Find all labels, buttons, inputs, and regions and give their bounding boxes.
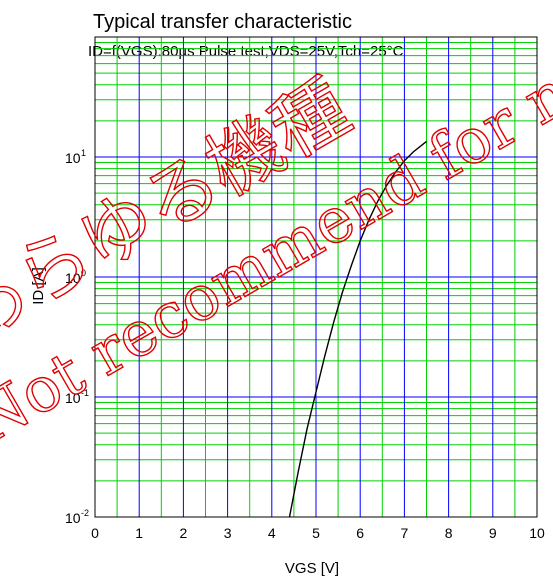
chart-title: Typical transfer characteristic [93, 11, 352, 33]
y-tick-exponent: -1 [81, 388, 89, 398]
y-tick-exponent: 0 [81, 268, 86, 278]
x-tick-label: 6 [356, 525, 364, 541]
x-tick-label: 2 [180, 525, 188, 541]
x-tick-label: 5 [312, 525, 320, 541]
x-tick-label: 1 [135, 525, 143, 541]
x-axis-label: VGS [V] [285, 560, 339, 577]
transfer-curve [288, 140, 427, 518]
y-tick-label: 10 [65, 510, 81, 526]
major-grid [95, 37, 537, 517]
y-axis-label: ID [A] [30, 267, 47, 305]
x-tick-label: 4 [268, 525, 276, 541]
x-tick-label: 10 [529, 525, 545, 541]
x-tick-label: 8 [445, 525, 453, 541]
x-tick-label: 0 [91, 525, 99, 541]
watermark: あらゆる機種 Not recommend for new design. [0, 0, 553, 459]
chart-subtitle: ID=f(VGS):80µs Pulse test,VDS=25V,Tch=25… [88, 43, 404, 60]
y-tick-label: 10 [65, 390, 81, 406]
curves-layer [288, 140, 427, 518]
y-tick-exponent: 1 [81, 148, 86, 158]
y-tick-exponent: -2 [81, 508, 89, 518]
x-tick-label: 7 [401, 525, 409, 541]
y-tick-label: 10 [65, 270, 81, 286]
y-tick-label: 10 [65, 150, 81, 166]
plot-frame [94, 36, 538, 518]
x-tick-label: 9 [489, 525, 497, 541]
x-tick-labels: 0 1 2 3 4 5 6 7 8 9 10 [91, 525, 545, 541]
x-tick-label: 3 [224, 525, 232, 541]
